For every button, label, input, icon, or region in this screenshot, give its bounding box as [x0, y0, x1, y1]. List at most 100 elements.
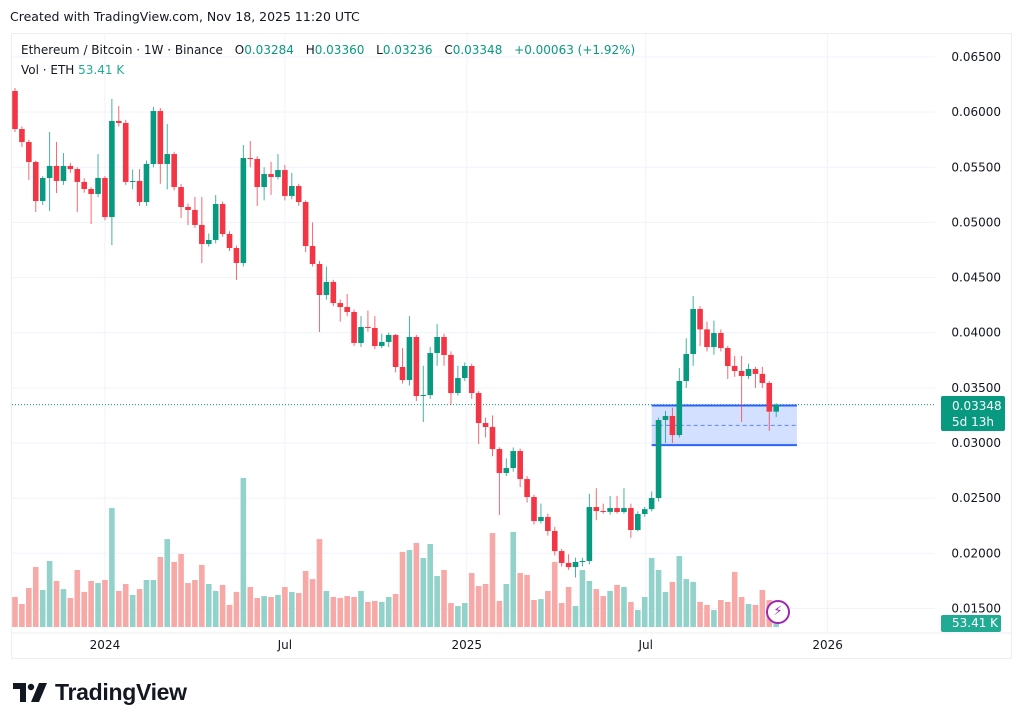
candle-body	[420, 395, 427, 397]
volume-bar	[538, 599, 544, 627]
volume-bars	[12, 477, 779, 627]
volume-bar	[718, 600, 724, 627]
volume-bar	[192, 580, 198, 627]
candle-body	[295, 186, 302, 203]
candle-body	[628, 508, 634, 530]
price-axis: 0.06500 0.06000 0.05500 0.05000 0.04500 0.040…	[951, 50, 1001, 615]
volume-bar	[282, 587, 288, 627]
candle-body	[316, 263, 323, 295]
candle-body	[102, 177, 108, 218]
candle-body	[704, 329, 710, 348]
candle-body	[752, 368, 759, 374]
candle-body	[551, 530, 558, 552]
volume-bar	[655, 570, 662, 627]
volume-bar	[455, 606, 461, 627]
candle-body	[759, 373, 766, 383]
price-tick-label: 0.06500	[951, 50, 1001, 64]
volume-bar	[109, 507, 115, 627]
close-value: 0.03348	[452, 43, 503, 57]
volume-bar	[199, 564, 205, 627]
volume-bar	[254, 597, 260, 627]
candle-body	[205, 239, 212, 245]
chart-panel[interactable]	[11, 33, 1012, 659]
candle-body	[600, 511, 606, 513]
candle-body	[39, 177, 46, 202]
volume-bar	[102, 580, 108, 627]
candle-body	[178, 187, 184, 207]
volume-bar	[510, 531, 517, 627]
candle-body	[773, 404, 779, 412]
candle-body	[199, 224, 205, 245]
volume-bar	[579, 570, 586, 627]
volume-bar	[46, 560, 53, 627]
volume-bar	[378, 601, 385, 627]
candle-body	[282, 170, 288, 196]
volume-title[interactable]: Vol · ETH	[21, 63, 75, 77]
volume-bar	[275, 594, 281, 627]
volume-bar	[628, 601, 634, 627]
candle-body	[19, 129, 25, 143]
candle-body	[731, 366, 738, 371]
candle-body	[503, 468, 510, 473]
candle-body	[219, 204, 226, 234]
volume-bar	[759, 590, 766, 627]
volume-bar	[365, 601, 371, 627]
volume-bar	[164, 539, 171, 627]
volume-bar	[289, 591, 295, 627]
last-price-label: 0.03348 5d 13h	[941, 396, 1005, 431]
volume-bar	[12, 597, 18, 627]
volume-bar	[74, 570, 81, 627]
candle-body	[462, 366, 468, 379]
candle-body	[711, 333, 717, 348]
candle-body	[683, 353, 690, 382]
candle-body	[572, 561, 579, 568]
volume-bar	[351, 597, 357, 627]
candle-body	[81, 181, 87, 190]
candle-body	[441, 337, 447, 355]
lightning-bolt-icon[interactable]: ⚡	[766, 600, 790, 624]
volume-bar	[482, 583, 489, 627]
volume-bar	[635, 610, 641, 627]
volume-bar	[711, 610, 717, 627]
volume-bar	[19, 603, 25, 627]
created-with-caption: Created with TradingView.com, Nov 18, 20…	[10, 9, 360, 24]
candle-body	[745, 368, 752, 377]
candle-body	[372, 327, 378, 347]
volume-bar	[724, 601, 731, 627]
volume-bar	[745, 603, 752, 627]
candle-body	[738, 370, 745, 377]
volume-bar	[413, 543, 420, 627]
candle-body	[351, 311, 357, 343]
volume-bar	[517, 573, 523, 627]
candle-body	[510, 451, 517, 469]
volume-bar	[178, 553, 184, 627]
volume-bar	[53, 580, 60, 627]
high-label: H	[305, 43, 315, 57]
volume-bar	[295, 593, 302, 627]
candle-body	[475, 393, 482, 424]
volume-bar	[316, 539, 323, 627]
close-label: C	[444, 43, 453, 57]
volume-bar	[233, 591, 240, 627]
volume-bar	[358, 590, 364, 627]
candle-body	[593, 507, 600, 512]
volume-bar	[95, 583, 101, 627]
candle-body	[143, 163, 150, 203]
volume-bar	[427, 543, 433, 627]
candle-body	[399, 366, 406, 381]
candle-body	[337, 303, 344, 308]
volume-bar	[503, 583, 510, 627]
volume-bar	[67, 597, 74, 627]
volume-bar	[669, 581, 676, 627]
candle-body	[344, 307, 350, 312]
volume-axis-label: 53.41 K	[941, 615, 1001, 632]
volume-bar	[219, 584, 226, 627]
volume-bar	[385, 597, 392, 627]
candle-body	[427, 352, 433, 396]
symbol-title[interactable]: Ethereum / Bitcoin · 1W · Binance	[21, 43, 223, 57]
candle-body	[275, 170, 281, 177]
candle-body	[116, 120, 122, 123]
volume-value: 53.41 K	[78, 63, 125, 77]
volume-bar	[641, 597, 648, 627]
